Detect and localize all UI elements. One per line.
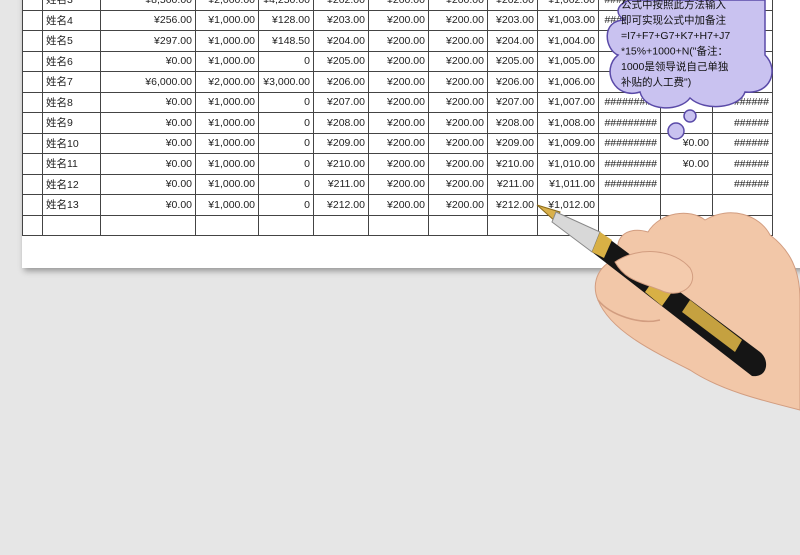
table-row: 姓名10 ¥0.00 ¥1,000.00 0 ¥209.00 ¥200.00 ¥200.00… bbox=[22, 132, 773, 154]
name-cell: 姓名12 bbox=[42, 173, 101, 195]
value-cell: ######### bbox=[598, 153, 661, 175]
value-cell: ######### bbox=[598, 112, 661, 134]
value-cell: ###### bbox=[712, 132, 773, 154]
value-cell: ¥3,000.00 bbox=[258, 71, 314, 93]
value-cell: ¥1,000.00 bbox=[195, 9, 259, 31]
value-cell: ¥200.00 bbox=[428, 112, 488, 134]
note-line: =I7+F7+G7+K7+H7+J7 bbox=[621, 30, 730, 42]
value-cell: ¥0.00 bbox=[100, 153, 196, 175]
value-cell: ¥200.00 bbox=[428, 194, 488, 216]
note-cloud bbox=[606, 0, 773, 140]
table-row: 姓名12 ¥0.00 ¥1,000.00 0 ¥211.00 ¥200.00 ¥200.00… bbox=[22, 173, 773, 195]
value-cell: ¥6,000.00 bbox=[100, 71, 196, 93]
value-cell: ¥1,000.00 bbox=[195, 30, 259, 52]
name-cell: 姓名13 bbox=[42, 194, 101, 216]
note-line: *15%+1000+N("备注： bbox=[621, 45, 728, 58]
value-cell: ###### bbox=[712, 173, 773, 195]
value-cell: ¥1,010.00 bbox=[537, 153, 599, 175]
value-cell: ¥1,004.00 bbox=[537, 30, 599, 52]
value-cell: ¥200.00 bbox=[368, 50, 429, 72]
value-cell: ¥208.00 bbox=[487, 112, 538, 134]
note-line: 补贴的人工费") bbox=[621, 76, 691, 89]
value-cell: ¥211.00 bbox=[487, 173, 538, 195]
value-cell: ¥148.50 bbox=[258, 30, 314, 52]
value-cell: ¥0.00 bbox=[100, 173, 196, 195]
value-cell: ¥2,000.00 bbox=[195, 71, 259, 93]
value-cell: ¥206.00 bbox=[487, 71, 538, 93]
note-line: 即可实现公式中加备注 bbox=[621, 14, 726, 27]
value-cell: ¥0.00 bbox=[100, 91, 196, 113]
value-cell: ¥209.00 bbox=[313, 132, 369, 154]
value-cell: ¥128.00 bbox=[258, 9, 314, 31]
value-cell: ¥200.00 bbox=[368, 91, 429, 113]
note-line: 公式中按照此方法输入 bbox=[621, 0, 726, 11]
value-cell: ¥204.00 bbox=[313, 30, 369, 52]
value-cell: ¥200.00 bbox=[428, 153, 488, 175]
value-cell: ######### bbox=[598, 173, 661, 195]
value-cell: ¥207.00 bbox=[487, 91, 538, 113]
hand-and-pen bbox=[536, 204, 800, 411]
value-cell: ¥200.00 bbox=[428, 91, 488, 113]
note-line: 1000是领导说自己单独 bbox=[621, 60, 729, 73]
